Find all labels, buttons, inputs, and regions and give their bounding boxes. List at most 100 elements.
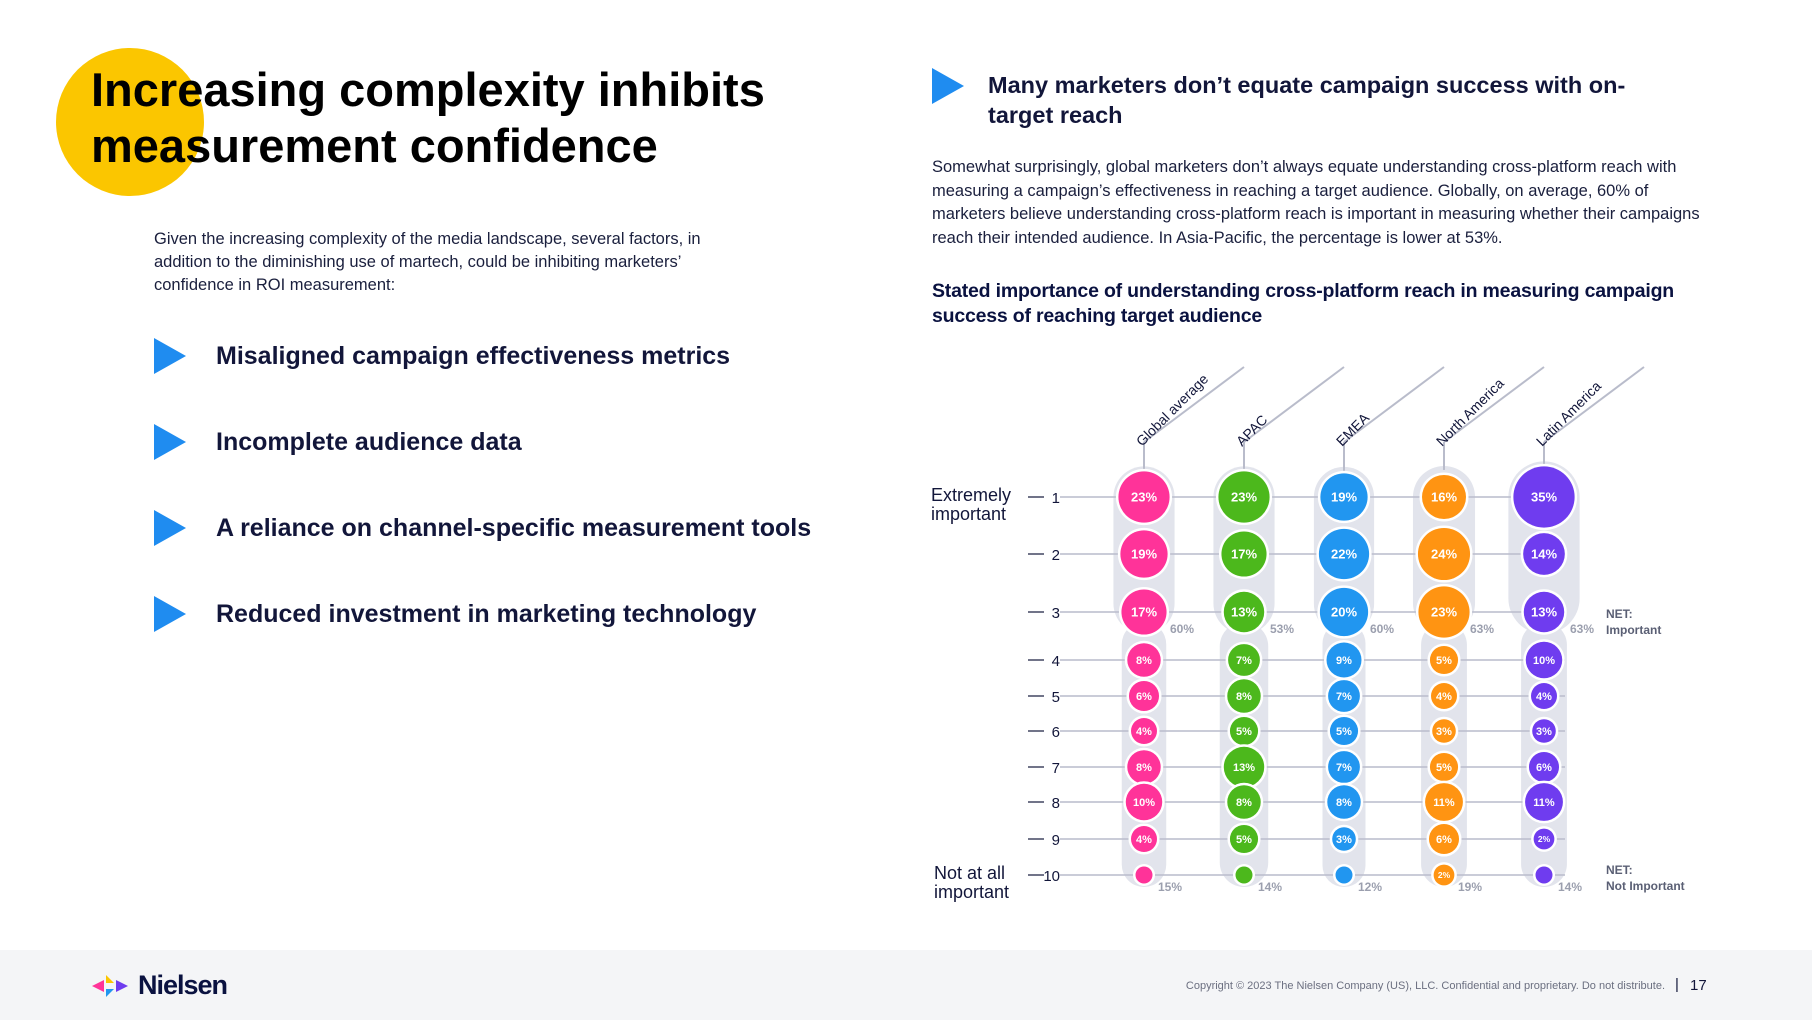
bubble-label: 10%: [1133, 797, 1155, 809]
bubble-label: 8%: [1236, 691, 1252, 703]
bubble: [1532, 719, 1556, 743]
bubble-label: 35%: [1531, 490, 1557, 505]
bubble-label: 11%: [1533, 797, 1555, 809]
bubble-label: 10%: [1533, 655, 1555, 667]
bubble: [1319, 587, 1369, 637]
bubble-label: 17%: [1131, 605, 1157, 620]
brand-name: Nielsen: [138, 970, 228, 1000]
bubble: [1229, 824, 1259, 854]
bubble-label: 4%: [1136, 726, 1152, 738]
scale-number: 9: [1052, 832, 1060, 849]
bubble: [1335, 866, 1353, 884]
bubble: [1417, 527, 1471, 581]
net-important-value: 60%: [1370, 622, 1394, 636]
bubble-label: 19%: [1131, 547, 1157, 562]
bubble: [1513, 466, 1575, 528]
scale-bottom-label-line2: important: [934, 882, 1009, 902]
play-arrow-icon: [154, 424, 186, 460]
point-label: Incomplete audience data: [216, 427, 522, 456]
scale-number: 3: [1052, 605, 1060, 622]
bubble-label: 23%: [1231, 490, 1257, 505]
bubble: [1320, 473, 1368, 521]
page-separator: |: [1675, 976, 1679, 993]
bubble: [1531, 683, 1557, 709]
bubble: [1429, 752, 1459, 782]
series-label: Latin America: [1533, 378, 1604, 449]
bubble-label: 23%: [1431, 605, 1457, 620]
bubble: [1523, 533, 1565, 575]
point-item: Incomplete audience data: [154, 422, 522, 462]
bubble-label: 11%: [1433, 797, 1455, 809]
play-arrow-icon: [154, 596, 186, 632]
bubble-label: 23%: [1131, 490, 1157, 505]
bubble: [1533, 828, 1555, 850]
section-heading: Many marketers don’t equate campaign suc…: [988, 72, 1626, 128]
scale-bottom-label-line1: Not at all: [934, 863, 1005, 883]
bubble: [1228, 644, 1260, 676]
bubble: [1127, 750, 1161, 784]
bubble: [1432, 719, 1456, 743]
bubble-label: 20%: [1331, 605, 1357, 620]
bubble: [1525, 783, 1563, 821]
point-label: A reliance on channel-specific measureme…: [216, 513, 812, 542]
bubble-label: 13%: [1231, 605, 1257, 620]
page-number: 17: [1690, 977, 1707, 994]
column-diagonal-line: [1443, 366, 1545, 443]
bubble-label: 6%: [1136, 691, 1152, 703]
bubble: [1328, 680, 1360, 712]
bubble: [1326, 642, 1362, 678]
bubble: [1223, 591, 1265, 633]
net-not-important-value: 15%: [1158, 880, 1182, 894]
bubble: [1121, 589, 1167, 635]
play-arrow-icon: [154, 510, 186, 546]
net-not-important-label: Not Important: [1606, 879, 1685, 893]
net-not-important-value: 12%: [1358, 880, 1382, 894]
bubble-label: 19%: [1331, 490, 1357, 505]
bubble: [1120, 530, 1168, 578]
bubble: [1535, 866, 1553, 884]
scale-number: 8: [1052, 795, 1060, 812]
play-arrow-icon: [154, 338, 186, 374]
bubble: [1218, 471, 1270, 523]
column-diagonal-line: [1143, 366, 1245, 443]
bubble: [1523, 591, 1565, 633]
bubble: [1118, 471, 1170, 523]
net-important-value: 63%: [1570, 622, 1594, 636]
scale-number: 10: [1043, 868, 1060, 885]
bubble-label: 16%: [1431, 490, 1457, 505]
bubble: [1221, 531, 1267, 577]
bubble: [1429, 645, 1459, 675]
net-not-important-value: 14%: [1558, 880, 1582, 894]
bubble-label: 6%: [1436, 834, 1452, 846]
bubble: [1318, 528, 1370, 580]
intro-paragraph: Given the increasing complexity of the m…: [154, 230, 701, 294]
nielsen-mark-icon: [92, 974, 128, 997]
bubble: [1128, 680, 1160, 712]
bubble-label: 13%: [1233, 762, 1255, 774]
decorative-yellow-circle: [56, 48, 204, 196]
column-diagonal-line: [1243, 366, 1345, 443]
series-label: EMEA: [1333, 409, 1373, 449]
bubble-label: 5%: [1236, 834, 1252, 846]
chart-title: Stated importance of understanding cross…: [932, 280, 1674, 327]
bubble-label: 9%: [1336, 655, 1352, 667]
bubble: [1327, 785, 1361, 819]
bubble: [1131, 718, 1157, 744]
net-not-important-label-prefix: NET:: [1606, 863, 1633, 877]
bubble: [1227, 785, 1261, 819]
net-important-value: 53%: [1270, 622, 1294, 636]
column-diagonal-line: [1543, 366, 1645, 443]
net-important-value: 63%: [1470, 622, 1494, 636]
scale-number: 1: [1052, 490, 1060, 507]
bubble-label: 3%: [1336, 834, 1352, 846]
bubble: [1425, 783, 1463, 821]
bubble-label: 5%: [1336, 726, 1352, 738]
bubble: [1431, 683, 1457, 709]
net-important-value: 60%: [1170, 622, 1194, 636]
bubble-label: 5%: [1436, 655, 1452, 667]
bubble: [1135, 866, 1153, 884]
point-item: A reliance on channel-specific measureme…: [154, 508, 811, 548]
bubble-label: 4%: [1536, 691, 1552, 703]
net-not-important-value: 14%: [1258, 880, 1282, 894]
bubble: [1328, 751, 1360, 783]
